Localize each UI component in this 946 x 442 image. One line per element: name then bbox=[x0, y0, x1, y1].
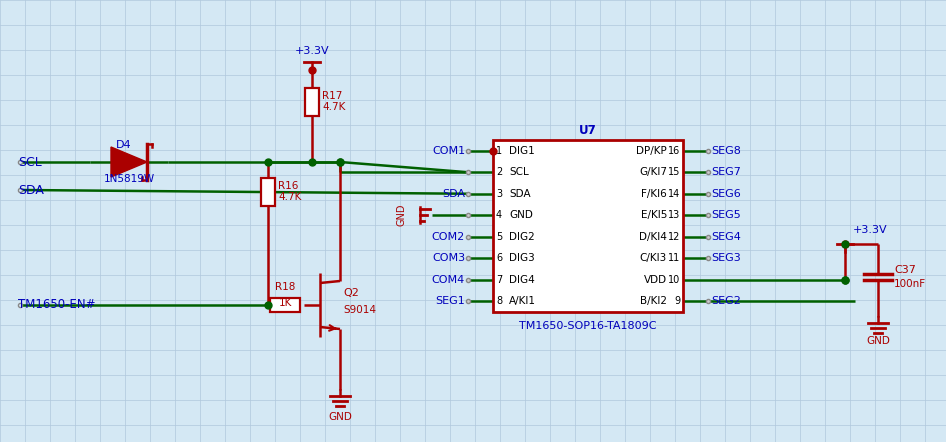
Bar bbox=[270, 298, 300, 312]
Text: R16: R16 bbox=[278, 181, 298, 191]
Text: VDD: VDD bbox=[644, 275, 667, 285]
Text: GND: GND bbox=[866, 336, 890, 346]
Text: 13: 13 bbox=[668, 210, 680, 220]
Text: 12: 12 bbox=[668, 232, 680, 242]
Text: 5: 5 bbox=[496, 232, 502, 242]
Text: 2: 2 bbox=[496, 167, 502, 177]
Text: 4.7K: 4.7K bbox=[278, 192, 302, 202]
Text: DIG1: DIG1 bbox=[509, 146, 534, 156]
Text: TM1650-EN#: TM1650-EN# bbox=[18, 298, 96, 312]
Text: 4.7K: 4.7K bbox=[322, 102, 345, 112]
Text: 100nF: 100nF bbox=[894, 279, 926, 289]
Bar bbox=[261, 178, 275, 206]
Text: C37: C37 bbox=[894, 265, 916, 275]
Text: D4: D4 bbox=[116, 140, 131, 150]
Text: SEG8: SEG8 bbox=[711, 146, 741, 156]
Text: 11: 11 bbox=[668, 253, 680, 263]
Text: SEG1: SEG1 bbox=[435, 296, 465, 306]
Text: 10: 10 bbox=[668, 275, 680, 285]
Text: G/KI7: G/KI7 bbox=[639, 167, 667, 177]
Text: SEG5: SEG5 bbox=[711, 210, 741, 220]
Text: DIG3: DIG3 bbox=[509, 253, 534, 263]
Bar bbox=[493, 140, 683, 312]
Text: +3.3V: +3.3V bbox=[853, 225, 887, 235]
Text: 3: 3 bbox=[496, 189, 502, 199]
Text: 16: 16 bbox=[668, 146, 680, 156]
Text: 1N5819W: 1N5819W bbox=[103, 174, 154, 184]
Text: 1: 1 bbox=[496, 146, 502, 156]
Text: Q2: Q2 bbox=[343, 288, 359, 298]
Text: SEG7: SEG7 bbox=[711, 167, 741, 177]
Text: +3.3V: +3.3V bbox=[295, 46, 329, 56]
Text: SDA: SDA bbox=[18, 183, 44, 197]
Text: GND: GND bbox=[328, 412, 352, 422]
Text: COM4: COM4 bbox=[431, 275, 465, 285]
Polygon shape bbox=[111, 147, 147, 177]
Text: 15: 15 bbox=[668, 167, 680, 177]
Text: 7: 7 bbox=[496, 275, 502, 285]
Text: C/KI3: C/KI3 bbox=[639, 253, 667, 263]
Text: A/KI1: A/KI1 bbox=[509, 296, 536, 306]
Text: SEG4: SEG4 bbox=[711, 232, 741, 242]
Text: SEG2: SEG2 bbox=[711, 296, 741, 306]
Text: COM1: COM1 bbox=[432, 146, 465, 156]
Text: GND: GND bbox=[509, 210, 533, 220]
Text: 14: 14 bbox=[668, 189, 680, 199]
Text: COM2: COM2 bbox=[431, 232, 465, 242]
Text: TM1650-SOP16-TA1809C: TM1650-SOP16-TA1809C bbox=[519, 321, 657, 331]
Text: F/KI6: F/KI6 bbox=[641, 189, 667, 199]
Text: SEG3: SEG3 bbox=[711, 253, 741, 263]
Text: SEG6: SEG6 bbox=[711, 189, 741, 199]
Text: GND: GND bbox=[396, 204, 406, 226]
Text: DIG4: DIG4 bbox=[509, 275, 534, 285]
Text: SDA: SDA bbox=[509, 189, 531, 199]
Text: R17: R17 bbox=[322, 91, 342, 101]
Text: 9: 9 bbox=[674, 296, 680, 306]
Text: DP/KP: DP/KP bbox=[637, 146, 667, 156]
Text: 6: 6 bbox=[496, 253, 502, 263]
Text: E/KI5: E/KI5 bbox=[640, 210, 667, 220]
Text: SDA: SDA bbox=[442, 189, 465, 199]
Text: COM3: COM3 bbox=[432, 253, 465, 263]
Text: R18: R18 bbox=[274, 282, 295, 292]
Text: SCL: SCL bbox=[509, 167, 529, 177]
Text: SCL: SCL bbox=[18, 156, 42, 168]
Text: S9014: S9014 bbox=[343, 305, 376, 315]
Text: D/KI4: D/KI4 bbox=[639, 232, 667, 242]
Text: 8: 8 bbox=[496, 296, 502, 306]
Bar bbox=[305, 88, 319, 116]
Text: B/KI2: B/KI2 bbox=[640, 296, 667, 306]
Text: U7: U7 bbox=[579, 123, 597, 137]
Text: 1K: 1K bbox=[278, 298, 291, 308]
Text: 4: 4 bbox=[496, 210, 502, 220]
Text: DIG2: DIG2 bbox=[509, 232, 534, 242]
